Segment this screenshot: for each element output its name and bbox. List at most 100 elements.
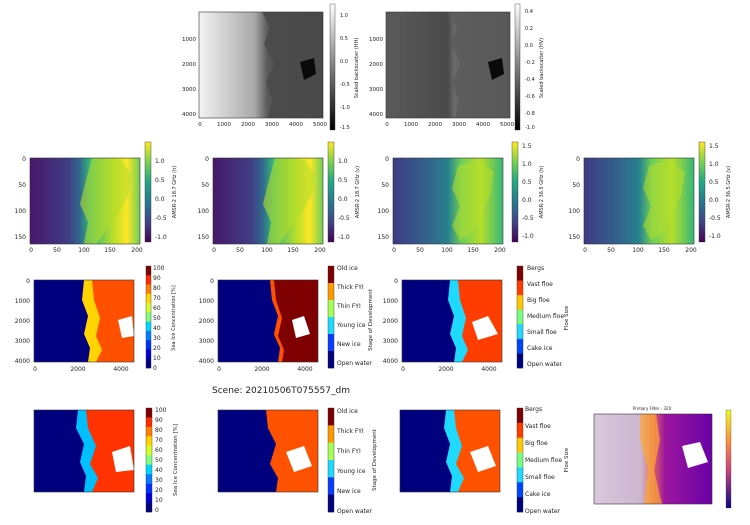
- sar-hv-xticks: 0 1000 2000 3000 4000 5000: [385, 122, 514, 128]
- tick-label: 2000: [182, 62, 196, 68]
- sar-hh-feature: [300, 58, 316, 80]
- tick-label: -1.0: [522, 233, 534, 240]
- amsr-18h-colorbar: [144, 141, 152, 243]
- sic-target-xticks: 0 2000 4000: [33, 366, 129, 373]
- colorbar-segment: [146, 417, 152, 428]
- tick-label: 4000: [15, 358, 30, 365]
- tick-label: 0: [22, 156, 26, 163]
- tick-label: 2000: [428, 122, 442, 128]
- tick-label: 50: [572, 182, 580, 189]
- tick-label: -0.5: [155, 215, 167, 222]
- tick-label: 1000: [182, 37, 196, 43]
- tick-label: -0.4: [525, 77, 535, 83]
- tick-label: 20: [153, 345, 161, 352]
- tick-label: 2000: [383, 318, 398, 325]
- colorbar-segment: [328, 300, 334, 318]
- floe-pred-edge: [444, 410, 464, 492]
- sar-hv-feature: [488, 58, 504, 80]
- tick-label: Open water: [527, 361, 563, 368]
- amsr-36v-xticks: 0 50 100 150 200: [583, 247, 697, 254]
- tick-label: 0: [392, 247, 396, 254]
- tick-label: 60: [155, 447, 163, 454]
- amsr-36h-bright-region: [452, 160, 494, 240]
- tick-label: 3000: [15, 338, 30, 345]
- tick-label: 200: [131, 247, 143, 254]
- tick-label: Thin FYI: [336, 448, 361, 455]
- tick-label: 1000: [199, 298, 214, 305]
- colorbar-label: AMSR-2 36.5 GHz (v): [726, 166, 732, 218]
- floe-target-yticks: 0 1000 2000 3000 4000: [383, 278, 398, 365]
- tick-label: 200: [314, 247, 326, 254]
- tick-label: 0: [576, 156, 580, 163]
- sar-hv-land: [447, 12, 510, 118]
- tick-label: 70: [155, 437, 163, 444]
- amsr-36h-frame: [392, 157, 504, 245]
- colorbar-frame: [327, 265, 335, 369]
- colorbar-segment: [517, 309, 523, 325]
- colorbar-label: AMSR-2 36.5 GHz (h): [539, 166, 545, 218]
- tick-label: Big floe: [525, 440, 548, 447]
- tick-label: 0: [394, 278, 398, 285]
- floe-target-panel: Stage of Development 0 1000 2000 3000 40…: [368, 265, 570, 373]
- colorbar-segment: [146, 303, 151, 313]
- tick-label: 4000: [476, 122, 490, 128]
- axis-label-y: Stage of Development: [372, 428, 378, 491]
- sic-pred-panel: 100 90 80 70 60 50 40 30 20 10 0 Sea Ice…: [33, 407, 179, 514]
- tick-label: Young ice: [336, 468, 366, 475]
- tick-label: 50: [201, 182, 209, 189]
- tick-label: 1.0: [522, 161, 532, 168]
- colorbar-segment: [517, 452, 523, 468]
- sod-pred-frame: [217, 409, 319, 493]
- tick-label: 1.0: [155, 158, 165, 165]
- colorbar-segment: [517, 497, 523, 513]
- sod-target-colorbar: [327, 265, 335, 369]
- tick-label: 50: [53, 247, 61, 254]
- tick-label: 50: [153, 315, 161, 322]
- tick-label: 2000: [438, 366, 453, 373]
- tick-label: 90: [153, 275, 161, 282]
- tick-label: 0.5: [338, 177, 348, 184]
- colorbar-segment: [146, 275, 151, 285]
- colorbar-segment: [328, 494, 334, 513]
- floe-pred-colorbar: [516, 407, 524, 513]
- tick-label: 70: [153, 295, 161, 302]
- tick-label: 0.5: [522, 179, 532, 186]
- tick-label: -1.0: [338, 234, 350, 241]
- floe-target-xticks: 0 2000 4000: [401, 366, 497, 373]
- tick-label: 3000: [369, 87, 383, 93]
- tick-label: 0: [385, 156, 389, 163]
- tick-label: 0.0: [155, 196, 165, 203]
- sic-pred-hole: [112, 446, 134, 472]
- panel-title: Primary Filter - 320: [633, 406, 672, 411]
- amsr-18h-frame: [29, 157, 141, 245]
- primary-filter-hole: [682, 442, 708, 468]
- tick-label: -1.0: [340, 105, 350, 111]
- scene-label: Scene: 20210506T075557_dm: [212, 386, 350, 396]
- sar-hh-colorbar: [329, 3, 336, 131]
- tick-label: New ice: [337, 341, 361, 348]
- colorbar-segment: [146, 502, 152, 513]
- colorbar-segment: [146, 349, 151, 360]
- amsr-18h-panel: 0 50 100 150 0 50 100 150 200 1.0 0.5 0.…: [15, 141, 178, 254]
- sod-target-hole: [292, 316, 310, 338]
- tick-label: 10: [155, 497, 163, 504]
- tick-label: 0: [583, 247, 587, 254]
- tick-label: 100: [569, 208, 581, 215]
- amsr-36h-yticks: 0 50 100 150: [378, 156, 390, 241]
- colorbar-segment: [517, 437, 523, 453]
- colorbar-segment: [328, 442, 334, 461]
- tick-label: Cake ice: [527, 345, 553, 352]
- tick-label: 80: [153, 285, 161, 292]
- tick-label: 2000: [241, 122, 255, 128]
- colorbar-segment: [146, 358, 151, 369]
- colorbar-label: Sea Ice Concentration [%]: [171, 285, 177, 350]
- tick-label: -1.5: [340, 125, 350, 131]
- primary-filter-panel: Primary Filter - 320: [593, 406, 732, 509]
- tick-label: 4000: [383, 358, 398, 365]
- tick-label: 1.5: [522, 143, 532, 150]
- tick-label: Young ice: [336, 322, 366, 329]
- sic-target-hole: [118, 316, 134, 338]
- amsr-36v-yticks: 0 50 100 150: [569, 156, 581, 241]
- tick-label: 0: [153, 365, 157, 372]
- colorbar-label: Scaled backscatter (HH): [354, 38, 360, 99]
